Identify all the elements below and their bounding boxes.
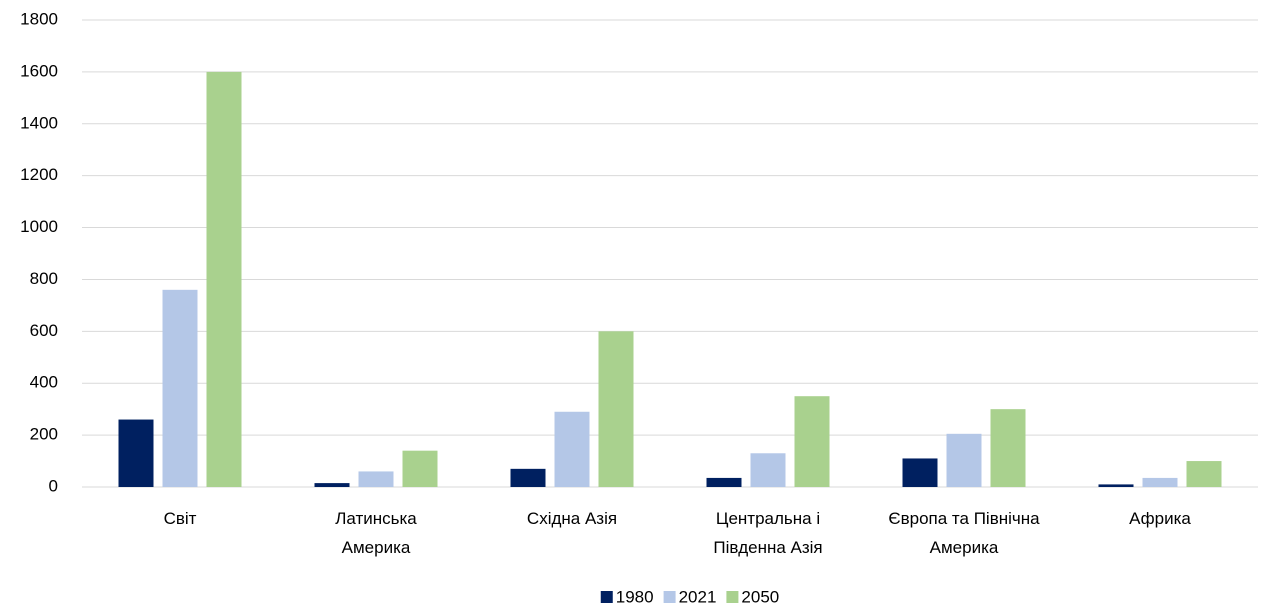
bar [358,471,394,487]
y-tick-label: 1800 [20,9,58,28]
x-tick-label: Центральна і Південна Азія [713,509,822,557]
bar [314,483,350,487]
x-tick-label: Латинська Америка [335,509,417,557]
y-tick-label: 0 [49,476,58,495]
bar [902,458,938,487]
legend-label: 2050 [741,587,779,606]
bar [402,450,438,487]
bar [1098,484,1134,487]
x-tick-label: Європа та Північна Америка [888,509,1040,557]
y-tick-label: 1200 [20,165,58,184]
bar [946,433,982,487]
bar [206,71,242,487]
bar [554,411,590,487]
y-tick-label: 1000 [20,217,58,236]
legend-swatch [600,591,613,603]
y-tick-label: 1400 [20,113,58,132]
legend-label: 2021 [679,587,717,606]
bar [1186,461,1222,487]
legend-item: 2050 [726,587,779,606]
y-tick-label: 400 [30,373,58,392]
bar [598,331,634,487]
y-tick-label: 800 [30,269,58,288]
legend-label: 1980 [616,587,654,606]
y-tick-label: 200 [30,425,58,444]
bar [162,289,198,487]
bar [1142,477,1178,487]
legend-swatch [726,591,739,603]
legend-item: 1980 [600,587,654,606]
x-tick-label: Африка [1129,509,1191,528]
legend-swatch [663,591,676,603]
bar [510,468,546,487]
bar [118,419,154,487]
y-tick-label: 600 [30,321,58,340]
bar [990,409,1026,487]
bar [794,396,830,487]
legend-item: 2021 [663,587,717,606]
y-tick-label: 1600 [20,61,58,80]
bar [750,453,786,487]
bar [706,477,742,487]
x-tick-label: Світ [164,509,197,528]
x-tick-label: Східна Азія [527,509,617,528]
